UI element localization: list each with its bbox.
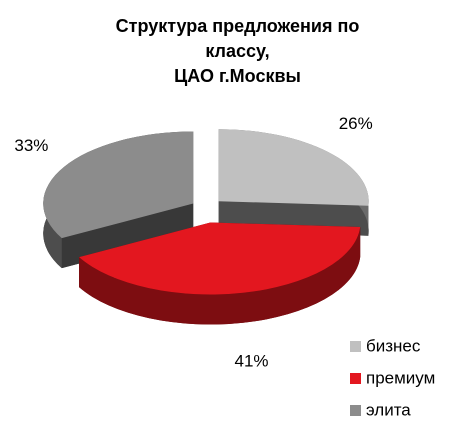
data-label: 26%: [339, 114, 373, 133]
legend-swatch: [350, 373, 361, 384]
title-line: Структура предложения по: [115, 16, 360, 36]
data-label: 33%: [14, 136, 48, 155]
slice: [79, 222, 361, 295]
legend-label: бизнес: [366, 336, 421, 355]
slice-side: [79, 227, 361, 325]
legend-swatch: [350, 341, 361, 352]
slice: [43, 131, 194, 239]
title-line: ЦАО г.Москвы: [174, 66, 301, 86]
legend-label: премиум: [366, 368, 435, 387]
legend-swatch: [350, 405, 361, 416]
data-label: 41%: [234, 351, 268, 370]
legend: бизнес премиум элита: [350, 336, 435, 419]
slice-wall: [61, 203, 194, 269]
title-line: классу,: [205, 41, 270, 61]
slice: [218, 129, 369, 206]
chart-title: Структура предложения по классу, ЦАО г.М…: [0, 14, 475, 89]
legend-label: элита: [366, 400, 411, 419]
